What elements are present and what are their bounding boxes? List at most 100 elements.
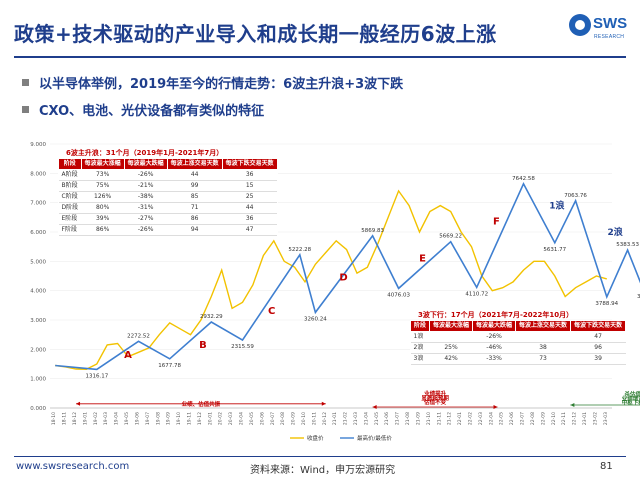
up-table-cell: E阶段	[58, 213, 82, 225]
up-table-cell: 86	[167, 213, 223, 225]
pivot-value-label: 4076.03	[387, 292, 410, 298]
up-table-header-row: 阶段 每波最大涨幅 每波最大跌幅 每波上涨交易天数 每波下跌交易天数	[58, 158, 278, 170]
up-table-cell: A阶段	[58, 169, 82, 181]
up-table-cell: -26%	[124, 169, 168, 181]
up-table-cell: 15	[222, 180, 278, 192]
up-table-cell: -26%	[124, 224, 168, 236]
x-tick-label: 19-11	[187, 412, 193, 425]
annotation-text: 业绩增速	[622, 394, 640, 402]
page-number: 81	[600, 461, 613, 472]
x-tick-label: 19-12	[197, 412, 203, 425]
x-tick-label: 20-08	[280, 412, 286, 425]
arrow-head-icon	[493, 405, 498, 409]
pivot-value-label: 5869.83	[361, 228, 384, 234]
up-table-cell: B阶段	[58, 180, 82, 192]
up-table-cell: 71	[167, 202, 223, 214]
x-tick-label: 20-04	[239, 412, 245, 425]
x-tick-label: 20-01	[207, 412, 213, 425]
up-table-cell: 36	[222, 213, 278, 225]
down-table-cell: 39	[570, 353, 626, 365]
x-tick-label: 22-03	[478, 412, 484, 425]
down-table-cell: -46%	[472, 342, 516, 354]
y-tick-label: 0.000	[30, 406, 46, 412]
x-tick-label: 20-07	[270, 412, 276, 425]
up-table-cell: C阶段	[58, 191, 82, 203]
up-table-header-3: 每波上涨交易天数	[166, 158, 223, 170]
arrow-head-icon	[321, 401, 326, 406]
x-tick-label: 21-01	[332, 412, 338, 425]
y-tick-label: 4.000	[30, 289, 46, 295]
table-row: 1浪 -26% 47	[410, 331, 626, 343]
pivot-value-label: 4110.72	[465, 291, 488, 297]
x-tick-label: 22-12	[572, 412, 578, 425]
x-tick-label: 22-05	[499, 412, 505, 425]
bullet-1-text: 以半导体举例，2019年至今的行情走势：6波主升浪+3波下跌	[39, 77, 404, 92]
wave-label: 1浪	[549, 200, 564, 212]
down-table-cell: 25%	[429, 342, 473, 354]
x-tick-label: 19-08	[155, 412, 161, 425]
down-table-cell: 1浪	[410, 331, 430, 343]
table-row: 3浪 42% -33% 73 39	[410, 353, 626, 365]
x-tick-label: 22-07	[520, 412, 526, 425]
annotation-text: 业绩、估值共振	[182, 400, 221, 408]
up-waves-table: 阶段 每波最大涨幅 每波最大跌幅 每波上涨交易天数 每波下跌交易天数 A阶段 73% -26…	[58, 158, 278, 236]
x-tick-label: 21-11	[436, 412, 442, 425]
up-table-cell: 47	[222, 224, 278, 236]
y-tick-label: 3.000	[30, 318, 46, 324]
x-tick-label: 20-09	[291, 412, 297, 425]
up-table-cell: D阶段	[58, 202, 82, 214]
down-table-cell: 38	[515, 342, 571, 354]
x-tick-label: 19-09	[166, 412, 172, 425]
x-tick-label: 20-05	[249, 412, 255, 425]
wave-label: C	[268, 306, 275, 317]
bullet-square-icon	[22, 106, 29, 113]
up-table-cell: 86%	[81, 224, 125, 236]
up-table-cell: 126%	[81, 191, 125, 203]
wave-label: 2浪	[607, 226, 622, 238]
x-tick-label: 19-02	[93, 412, 99, 425]
up-table-cell: 80%	[81, 202, 125, 214]
up-table-cell: 25	[222, 191, 278, 203]
annotation-text: 估值不变	[423, 398, 447, 406]
up-table-header-0: 阶段	[58, 158, 82, 170]
down-table-header-0: 阶段	[409, 320, 431, 332]
pivot-value-label: 5383.53	[616, 242, 639, 248]
slide-title: 政策+技术驱动的产业导入和成长期一般经历6波上涨	[14, 22, 497, 46]
down-table-cell	[429, 331, 473, 343]
annotation-text: 杀估值	[625, 390, 640, 398]
annotation-text: 显著超预期	[421, 394, 449, 402]
wave-label: E	[419, 253, 426, 264]
x-tick-label: 20-02	[218, 412, 224, 425]
legend-close-label: 收盘价	[307, 434, 324, 442]
x-tick-label: 22-09	[540, 412, 546, 425]
x-tick-label: 23-01	[582, 412, 588, 425]
up-table-cell: 44	[167, 169, 223, 181]
y-tick-label: 2.000	[30, 347, 46, 353]
down-table-cell: 2浪	[410, 342, 430, 354]
x-tick-label: 18-12	[72, 412, 78, 425]
x-tick-label: 21-09	[415, 412, 421, 425]
legend-wave-label: 最高价/最低价	[357, 434, 392, 442]
close-price-line	[55, 189, 607, 371]
down-waves-table: 阶段 每波最大涨幅 每波最大跌幅 每波上涨交易天数 每波下跌交易天数 1浪 -26% 47 2…	[409, 320, 627, 365]
down-table-header-3: 每波上涨交易天数	[515, 320, 572, 332]
bullet-square-icon	[22, 79, 29, 86]
pivot-value-label: 3788.94	[595, 301, 618, 307]
up-table-cell: -38%	[124, 191, 168, 203]
x-tick-label: 20-03	[228, 412, 234, 425]
arrow-head-icon	[372, 405, 377, 409]
pivot-value-label: 7063.76	[564, 193, 587, 199]
up-table-cell: -27%	[124, 213, 168, 225]
x-tick-label: 21-02	[343, 412, 349, 425]
table-row: B阶段 75% -21% 99 15	[58, 180, 278, 192]
up-table-cell: 75%	[81, 180, 125, 192]
pivot-value-label: 1316.17	[85, 373, 108, 379]
pivot-value-label: 5222.28	[288, 247, 311, 253]
up-table-cell: 73%	[81, 169, 125, 181]
y-tick-label: 7.000	[30, 201, 46, 207]
up-table-cell: 44	[222, 202, 278, 214]
down-table-cell: -33%	[472, 353, 516, 365]
bullet-1: 以半导体举例，2019年至今的行情走势：6波主升浪+3波下跌	[22, 73, 403, 92]
x-tick-label: 22-01	[457, 412, 463, 425]
x-tick-label: 19-04	[114, 412, 120, 425]
